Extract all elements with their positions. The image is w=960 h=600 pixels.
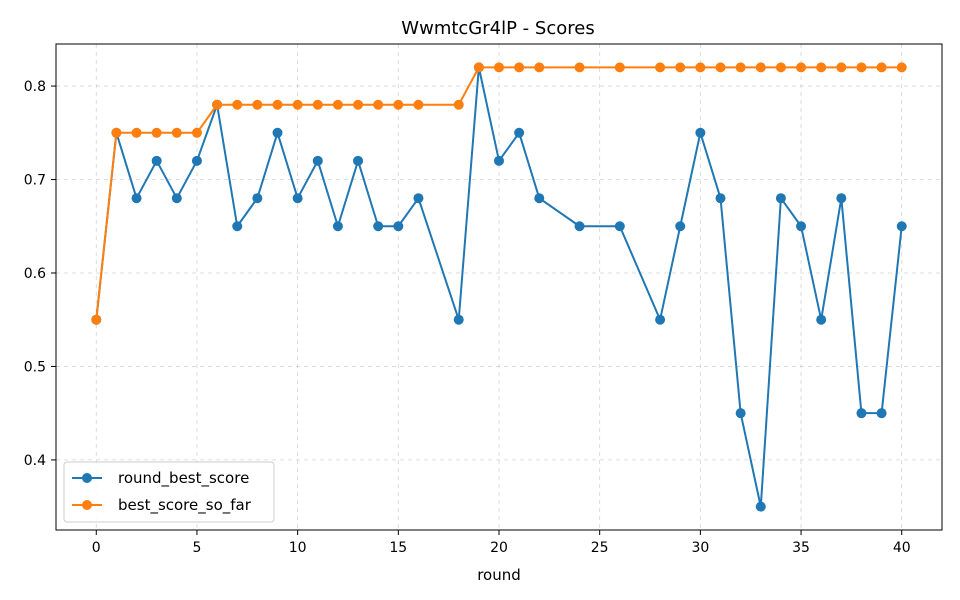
data-point-round-best-score	[896, 221, 907, 232]
data-point-best-score-so-far	[91, 314, 102, 325]
data-point-best-score-so-far	[534, 62, 545, 73]
data-point-round-best-score	[856, 408, 867, 419]
data-point-best-score-so-far	[292, 99, 303, 110]
data-point-round-best-score	[534, 193, 545, 204]
data-point-best-score-so-far	[212, 99, 223, 110]
data-point-round-best-score	[735, 408, 746, 419]
data-point-best-score-so-far	[312, 99, 323, 110]
data-point-round-best-score	[614, 221, 625, 232]
data-point-best-score-so-far	[373, 99, 384, 110]
chart-title: WwmtcGr4lP - Scores	[401, 18, 594, 39]
x-axis: 0 5 10 15 20 25 30 35 40	[92, 530, 911, 556]
x-tick-label: 35	[792, 540, 810, 556]
y-tick-label: 0.4	[24, 453, 46, 469]
data-point-best-score-so-far	[755, 62, 766, 73]
data-point-round-best-score	[413, 193, 424, 204]
data-point-best-score-so-far	[171, 127, 182, 138]
data-point-round-best-score	[695, 127, 706, 138]
data-point-best-score-so-far	[473, 62, 484, 73]
data-point-best-score-so-far	[272, 99, 283, 110]
y-tick-label: 0.7	[24, 173, 46, 189]
legend: round_best_score best_score_so_far	[63, 461, 275, 523]
grid	[56, 44, 942, 530]
data-point-best-score-so-far	[393, 99, 404, 110]
data-point-best-score-so-far	[735, 62, 746, 73]
data-point-best-score-so-far	[131, 127, 142, 138]
x-tick-label: 20	[490, 540, 508, 556]
data-point-best-score-so-far	[494, 62, 504, 73]
data-point-round-best-score	[796, 221, 807, 232]
data-point-round-best-score	[655, 314, 666, 325]
data-point-best-score-so-far	[191, 127, 202, 138]
data-point-round-best-score	[675, 221, 686, 232]
data-point-best-score-so-far	[836, 62, 847, 73]
legend-marker-round-best-score	[82, 473, 92, 483]
data-point-round-best-score	[151, 155, 162, 166]
data-point-round-best-score	[191, 155, 202, 166]
data-point-round-best-score	[131, 193, 142, 204]
data-point-round-best-score	[312, 155, 323, 166]
data-point-best-score-so-far	[151, 127, 162, 138]
data-point-best-score-so-far	[655, 62, 666, 73]
data-point-round-best-score	[292, 193, 303, 204]
data-point-best-score-so-far	[111, 127, 122, 138]
data-point-best-score-so-far	[896, 62, 907, 73]
y-tick-label: 0.8	[24, 79, 46, 95]
data-point-round-best-score	[353, 155, 364, 166]
x-tick-label: 40	[893, 540, 911, 556]
data-point-round-best-score	[514, 127, 525, 138]
data-point-round-best-score	[755, 501, 766, 512]
data-point-round-best-score	[836, 193, 847, 204]
data-point-best-score-so-far	[675, 62, 686, 73]
data-point-best-score-so-far	[856, 62, 867, 73]
legend-label-round-best-score: round_best_score	[118, 469, 249, 488]
data-point-best-score-so-far	[252, 99, 263, 110]
data-point-round-best-score	[393, 221, 404, 232]
data-point-best-score-so-far	[876, 62, 887, 73]
x-axis-title: round	[477, 566, 521, 584]
y-tick-label: 0.5	[24, 359, 46, 375]
data-point-round-best-score	[272, 127, 283, 138]
data-point-best-score-so-far	[413, 99, 424, 110]
x-tick-label: 15	[389, 540, 407, 556]
x-tick-label: 10	[289, 540, 307, 556]
data-point-best-score-so-far	[715, 62, 726, 73]
data-point-best-score-so-far	[614, 62, 625, 73]
data-point-best-score-so-far	[332, 99, 343, 110]
series-layer	[91, 62, 907, 512]
data-point-best-score-so-far	[816, 62, 827, 73]
data-point-best-score-so-far	[453, 99, 464, 110]
x-tick-label: 30	[691, 540, 709, 556]
legend-label-best-score-so-far: best_score_so_far	[118, 496, 252, 515]
data-point-best-score-so-far	[775, 62, 786, 73]
x-tick-label: 25	[591, 540, 609, 556]
y-axis: 0.4 0.5 0.6 0.7 0.8	[24, 79, 56, 469]
data-point-round-best-score	[171, 193, 182, 204]
data-point-round-best-score	[574, 221, 585, 232]
x-tick-label: 0	[92, 540, 101, 556]
data-point-best-score-so-far	[353, 99, 364, 110]
x-tick-label: 5	[192, 540, 201, 556]
series-best-score-so-far	[91, 62, 907, 325]
data-point-round-best-score	[373, 221, 384, 232]
data-point-round-best-score	[232, 221, 243, 232]
data-point-best-score-so-far	[574, 62, 585, 73]
data-point-best-score-so-far	[514, 62, 525, 73]
data-point-round-best-score	[715, 193, 726, 204]
data-point-best-score-so-far	[796, 62, 807, 73]
legend-marker-best-score-so-far	[82, 500, 92, 510]
data-point-round-best-score	[775, 193, 786, 204]
data-point-best-score-so-far	[695, 62, 706, 73]
data-point-round-best-score	[494, 155, 504, 166]
data-point-round-best-score	[876, 408, 887, 419]
data-point-round-best-score	[453, 314, 464, 325]
data-point-round-best-score	[252, 193, 263, 204]
data-point-best-score-so-far	[232, 99, 243, 110]
y-tick-label: 0.6	[24, 266, 46, 282]
legend-box	[63, 461, 275, 523]
data-point-round-best-score	[332, 221, 343, 232]
data-point-round-best-score	[816, 314, 827, 325]
